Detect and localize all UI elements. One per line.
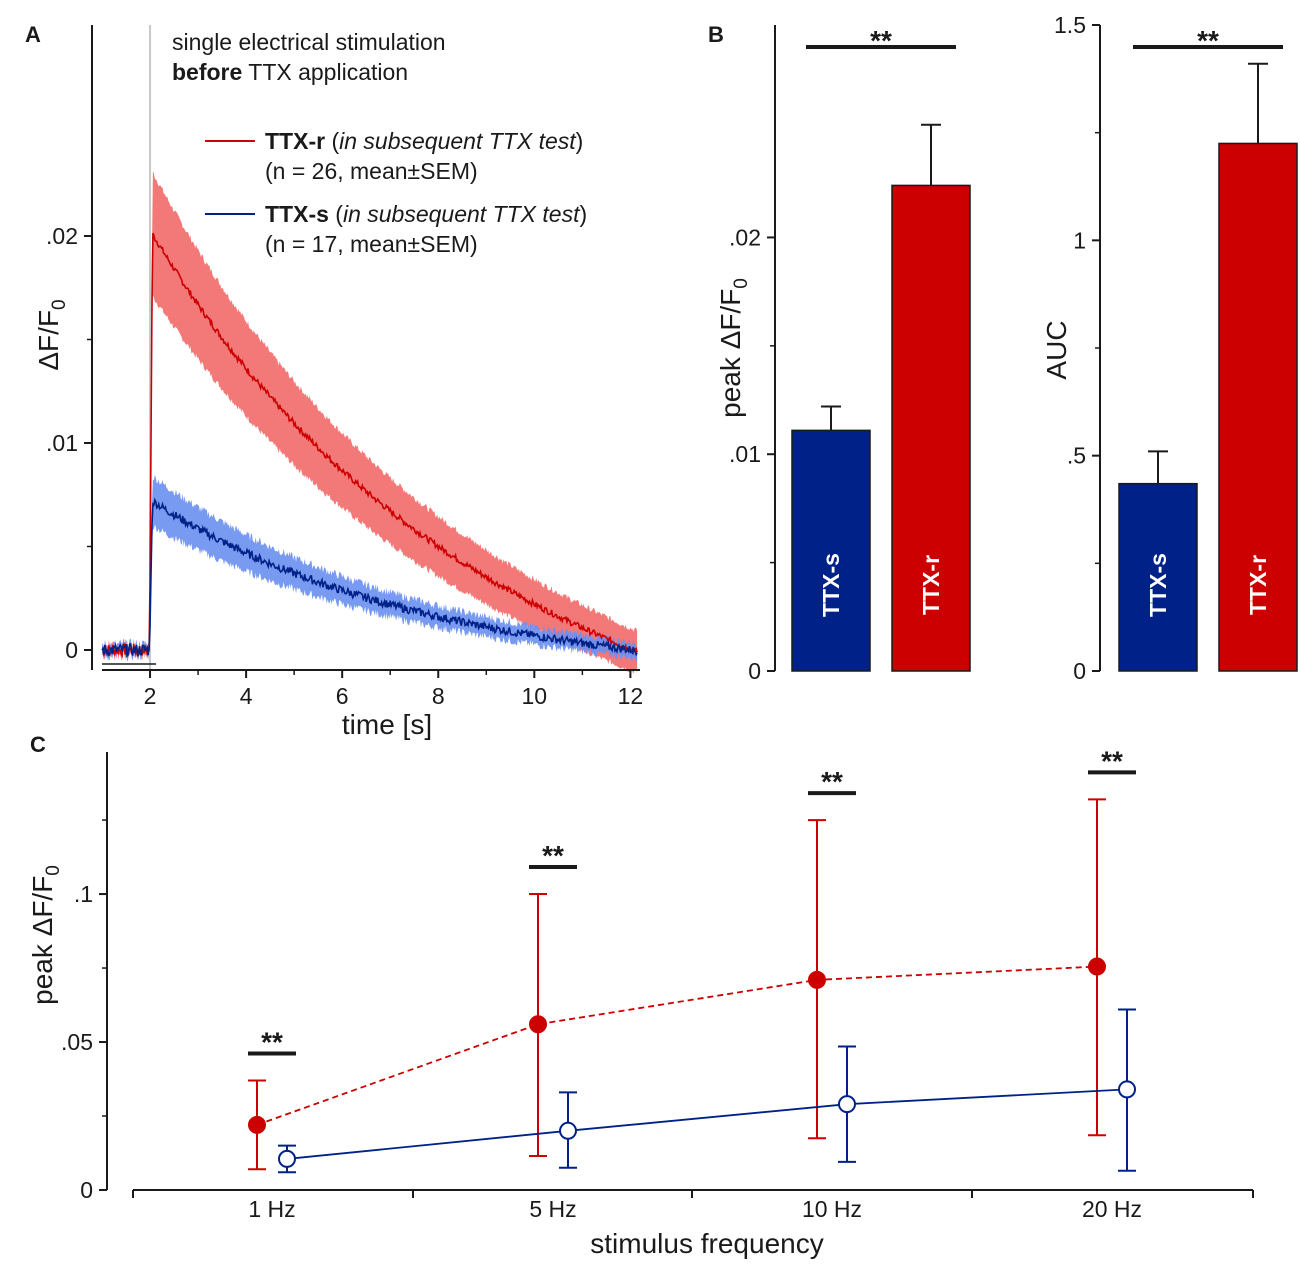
annotation-line-2: before TTX application <box>172 59 408 85</box>
y-tick-label: 1.5 <box>1054 12 1086 38</box>
y-tick-label: 0 <box>80 1177 93 1203</box>
legend-entry-ttx-r: TTX-r (in subsequent TTX test) <box>265 128 583 154</box>
bar-label-ttx-s: TTX-s <box>818 553 844 617</box>
y-axis-title-main: peak ΔF/F <box>715 289 746 418</box>
y-ticks: 0 .5 1 1.5 <box>1054 12 1100 684</box>
y-ticks: 0 .01 .02 <box>46 223 92 663</box>
significance-stars: ** <box>1101 745 1123 776</box>
panel-b-peak-bar-chart: 0.01.02 TTX-s TTX-r ** peak ΔF/F0 <box>715 25 971 684</box>
data-point-ttx-s <box>838 1095 856 1114</box>
x-tick-label: 12 <box>618 683 644 709</box>
significance-stars: ** <box>542 840 564 871</box>
panel-b-auc-bar-chart: 0 .5 1 1.5 TTX-s TTX-r ** AUC <box>1041 12 1298 684</box>
annotation-line-1: single electrical stimulation <box>172 29 446 55</box>
y-tick-label: 0 <box>65 637 78 663</box>
y-axis-title: peak ΔF/F0 <box>27 865 64 1005</box>
y-axis-title: peak ΔF/F0 <box>715 278 752 418</box>
panel-letter-b: B <box>708 22 724 47</box>
legend-ttx-s-n: (n = 17, mean±SEM) <box>265 231 478 257</box>
y-axis-title-sub: 0 <box>43 865 64 876</box>
bars: TTX-s TTX-r <box>791 123 971 672</box>
y-axis-title: ΔF/F0 <box>33 299 70 370</box>
bar-label-ttx-s: TTX-s <box>1145 553 1171 617</box>
x-tick-label: 6 <box>336 683 349 709</box>
y-tick-label: .1 <box>74 881 93 907</box>
legend-ttx-s-bold: TTX-s <box>265 201 329 227</box>
y-tick-label: .01 <box>729 441 761 467</box>
y-tick-label: 0 <box>1073 658 1086 684</box>
data-point-ttx-r <box>529 1015 547 1034</box>
bar-ttx-r <box>1218 142 1298 672</box>
legend-ttx-s-italic: in subsequent TTX test <box>343 201 581 227</box>
significance-stars: ** <box>261 1027 283 1058</box>
bar-ttx-s <box>791 429 871 672</box>
bar-ttx-s <box>1118 482 1198 672</box>
data-point-ttx-s <box>278 1149 296 1168</box>
data-point-ttx-s <box>1118 1080 1136 1099</box>
x-tick-label: 8 <box>432 683 445 709</box>
data-point-ttx-r <box>808 970 826 989</box>
x-tick-label: 20 Hz <box>1082 1196 1142 1222</box>
legend-ttx-r-bold: TTX-r <box>265 128 325 154</box>
data-point-ttx-r <box>248 1115 266 1134</box>
y-axis-title-main: ΔF/F <box>33 310 64 371</box>
x-tick-label: 10 Hz <box>802 1196 862 1222</box>
significance-stars: ** <box>821 766 843 797</box>
panel-letter-a: A <box>25 22 41 47</box>
panel-letter-c: C <box>30 732 46 757</box>
x-ticks: 2 4 6 8 10 12 <box>144 670 644 709</box>
panel-c-frequency-plot: 0 .05 .1 1 Hz 5 Hz 10 Hz 20 Hz ** ** ** ** stimu… <box>27 745 1254 1259</box>
y-axis-title: AUC <box>1041 320 1072 379</box>
y-axis-title-main: peak ΔF/F <box>27 876 58 1005</box>
x-tick-label: 4 <box>240 683 253 709</box>
x-tick-label: 2 <box>144 683 157 709</box>
ttx-r-sem-band <box>102 171 638 674</box>
x-tick-label: 10 <box>522 683 548 709</box>
significance-stars: ** <box>870 25 892 56</box>
x-tick-label: 5 Hz <box>529 1196 576 1222</box>
bars: TTX-s TTX-r <box>1118 62 1298 672</box>
y-tick-label: .02 <box>46 223 78 249</box>
bar-ttx-r <box>891 184 971 672</box>
y-tick-label: .01 <box>46 430 78 456</box>
legend-entry-ttx-s: TTX-s (in subsequent TTX test) <box>265 201 587 227</box>
data-point-ttx-r <box>1088 957 1106 976</box>
y-tick-label: 1 <box>1073 227 1086 253</box>
y-axis-title-sub: 0 <box>731 278 752 289</box>
y-axis-title-sub: 0 <box>49 299 70 310</box>
bar-label-ttx-r: TTX-r <box>1245 555 1271 615</box>
series <box>248 798 1136 1174</box>
data-point-ttx-s <box>559 1121 577 1140</box>
x-ticks: 1 Hz 5 Hz 10 Hz 20 Hz <box>132 1190 1254 1222</box>
series-line-ttx-r <box>256 965 1098 1126</box>
y-ticks: 0 .01 .02 <box>729 224 775 684</box>
panel-a-trace-plot: 2 4 6 8 10 12 0 .01 .02 single electrical stimu… <box>33 25 643 740</box>
y-tick-label: .05 <box>61 1029 93 1055</box>
annotation-bold: before <box>172 59 242 85</box>
significance-markers: ** ** ** ** <box>248 745 1136 1058</box>
x-axis-title: time [s] <box>342 709 432 740</box>
x-axis-title: stimulus frequency <box>590 1228 823 1259</box>
y-tick-label: .02 <box>729 224 761 250</box>
ttx-r-mean-trace <box>101 232 638 659</box>
bar-label-ttx-r: TTX-r <box>918 555 944 615</box>
y-ticks: 0 .05 .1 <box>61 819 107 1203</box>
x-tick-label: 1 Hz <box>248 1196 295 1222</box>
significance-stars: ** <box>1197 25 1219 56</box>
series-line-ttx-s <box>286 1088 1128 1160</box>
y-tick-label: .5 <box>1067 443 1086 469</box>
annotation-rest: TTX application <box>242 59 408 85</box>
ttx-s-mean-trace <box>101 497 638 659</box>
legend-ttx-r-italic: in subsequent TTX test <box>339 128 577 154</box>
legend-ttx-r-n: (n = 26, mean±SEM) <box>265 158 478 184</box>
y-tick-label: 0 <box>748 658 761 684</box>
